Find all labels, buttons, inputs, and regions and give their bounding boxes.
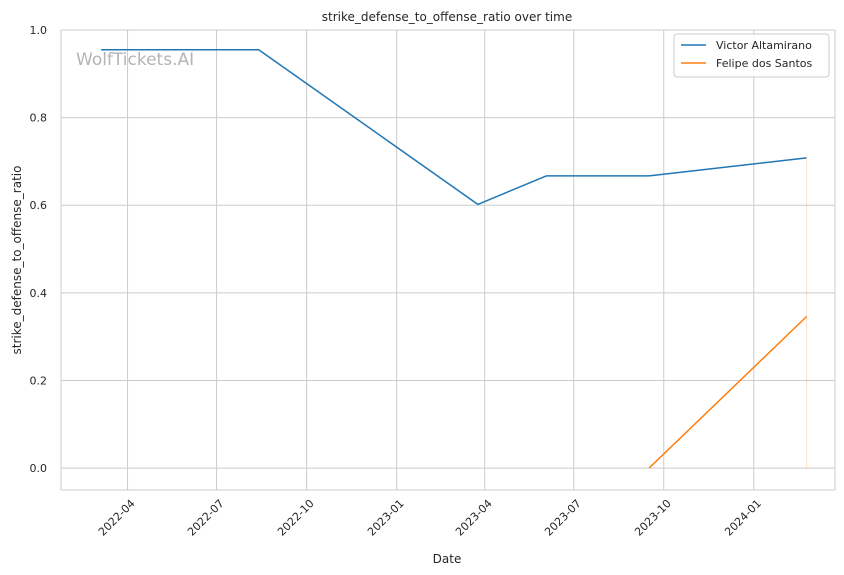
- series-lines: [101, 48, 808, 469]
- y-tick-label: 0.8: [30, 112, 48, 125]
- legend-label-victor-altamirano: Victor Altamirano: [716, 39, 812, 52]
- y-tick-label: 0.0: [30, 462, 48, 475]
- legend-box: [673, 33, 830, 78]
- y-tick-label: 0.4: [30, 287, 48, 300]
- watermark: WolfTickets.AI: [76, 50, 194, 70]
- y-axis-label: strike_defense_to_offense_ratio: [10, 166, 24, 355]
- legend: Victor Altamirano Felipe dos Santos: [673, 33, 830, 78]
- grid: [61, 29, 835, 490]
- chart-title: strike_defense_to_offense_ratio over tim…: [322, 10, 572, 24]
- series-line-felipe-dos-santos: [648, 315, 808, 469]
- y-tick-label: 1.0: [30, 24, 48, 37]
- x-axis-label: Date: [433, 552, 462, 566]
- y-tick-label: 0.6: [30, 199, 48, 212]
- y-tick-label: 0.2: [30, 374, 48, 387]
- plot-area: [60, 29, 836, 491]
- legend-label-felipe-dos-santos: Felipe dos Santos: [716, 57, 813, 70]
- series-line-victor-altamirano: [101, 48, 807, 206]
